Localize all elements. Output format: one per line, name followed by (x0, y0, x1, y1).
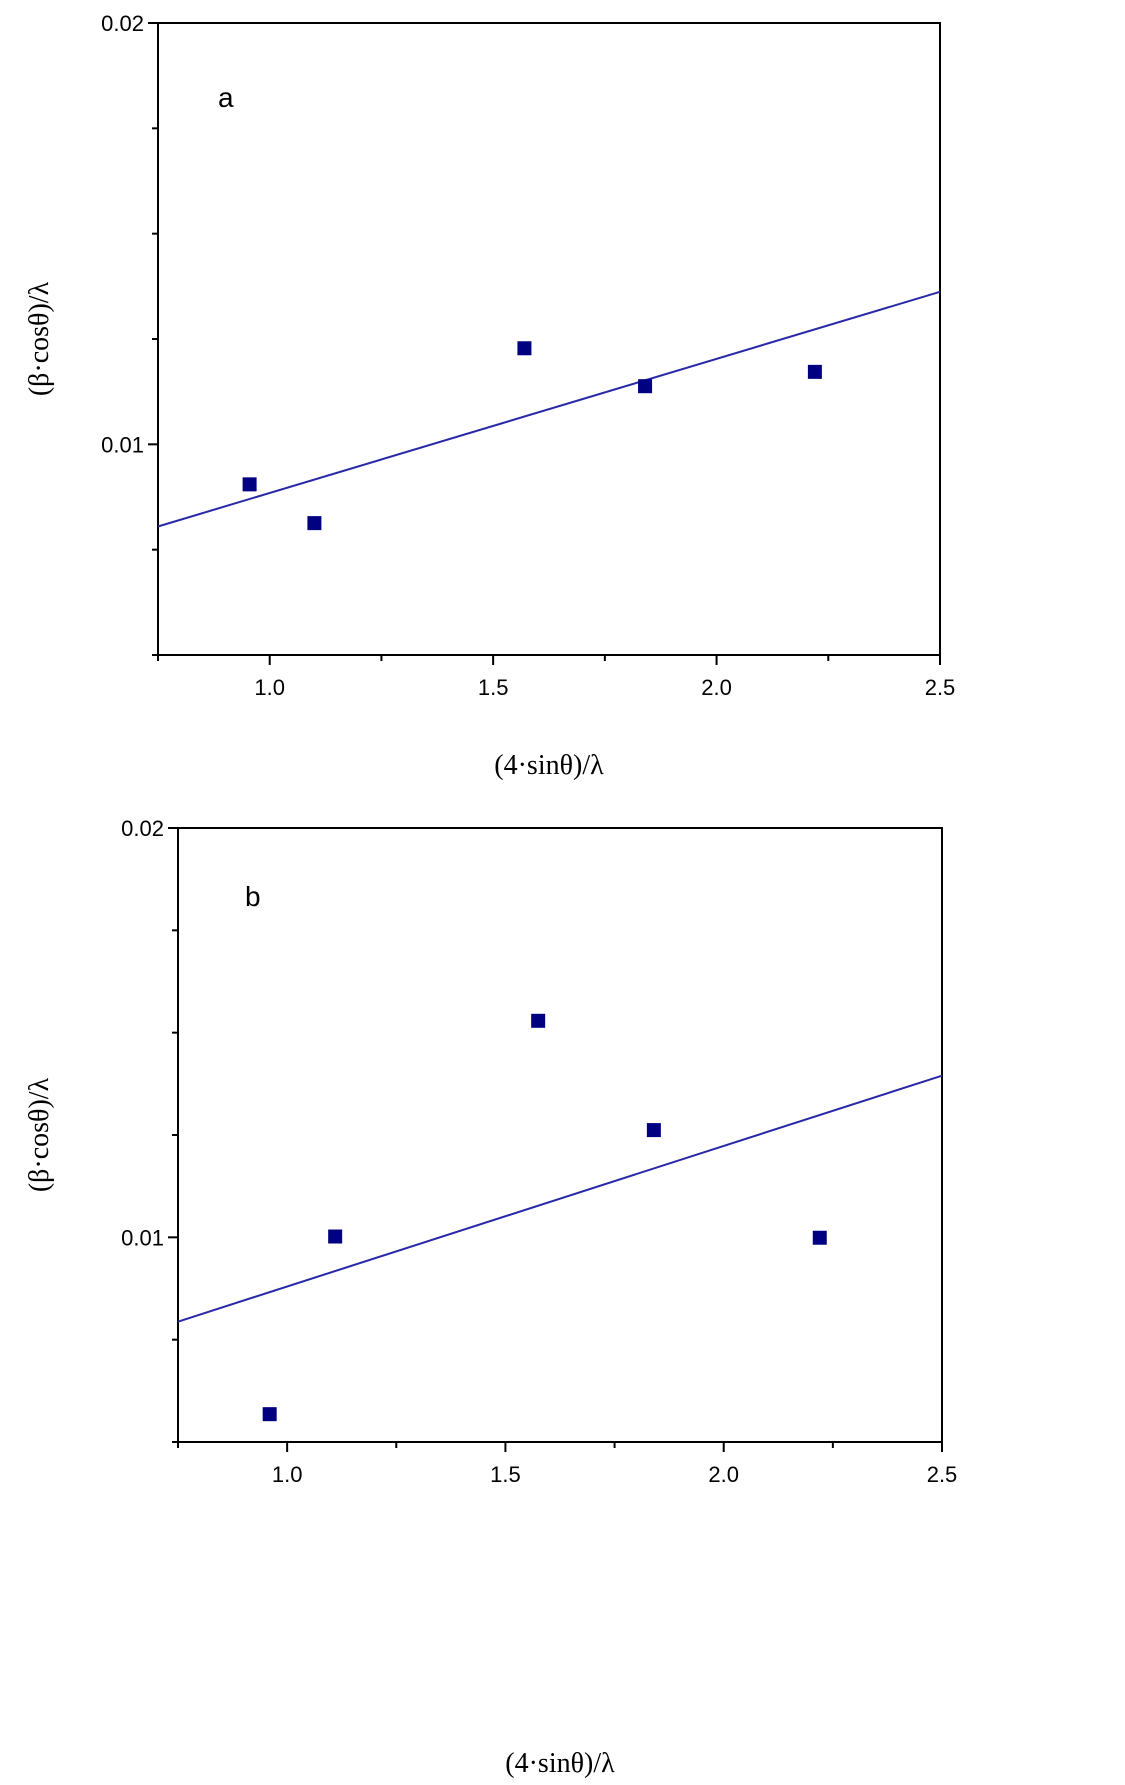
panel-label: a (218, 82, 234, 113)
x-axis-ticks: 1.0 1.5 2.0 2.5 (157, 655, 956, 700)
data-point (328, 1229, 343, 1244)
x-axis-ticks: 1.0 1.5 2.0 2.5 (177, 1442, 958, 1487)
x-tick-label: 2.5 (925, 675, 956, 700)
chart-panel-b: 1.0 1.5 2.0 2.5 0.01 0.02 b (4·sinθ)/λ (β·co… (24, 816, 957, 1779)
y-axis-title: (β·cosθ)/λ (24, 1077, 55, 1192)
data-point (646, 1123, 661, 1138)
y-tick-label: 0.01 (101, 432, 144, 457)
fit-line (177, 1074, 943, 1323)
data-point (807, 364, 822, 379)
y-tick-label: 0.01 (121, 1225, 164, 1250)
x-tick-label: 1.0 (254, 675, 285, 700)
fit-line (157, 290, 941, 528)
y-axis-ticks: 0.01 0.02 (121, 816, 178, 1443)
x-tick-label: 1.5 (478, 675, 509, 700)
x-tick-label: 1.5 (490, 1462, 521, 1487)
chart-panel-a: 1.0 1.5 2.0 2.5 0.01 0.02 a (4·sinθ)/λ (β·co… (24, 11, 955, 781)
x-axis-title: (4·sinθ)/λ (494, 750, 604, 781)
y-tick-label: 0.02 (121, 816, 164, 841)
panel-label: b (245, 881, 261, 912)
data-point (812, 1230, 827, 1245)
plot-frame (177, 827, 943, 1443)
x-tick-label: 1.0 (272, 1462, 303, 1487)
y-axis-ticks: 0.01 0.02 (101, 11, 158, 656)
data-points (262, 1013, 827, 1422)
x-tick-label: 2.5 (927, 1462, 958, 1487)
data-point (242, 477, 257, 492)
data-point (638, 379, 653, 394)
y-axis-title: (β·cosθ)/λ (24, 281, 55, 396)
x-tick-label: 2.0 (708, 1462, 739, 1487)
x-axis-title: (4·sinθ)/λ (505, 1748, 615, 1779)
x-tick-label: 2.0 (701, 675, 732, 700)
plot-frame (157, 22, 941, 656)
y-tick-label: 0.02 (101, 11, 144, 36)
data-point (307, 516, 322, 531)
data-point (517, 341, 532, 356)
data-point (531, 1013, 546, 1028)
data-points (242, 341, 822, 531)
data-point (262, 1407, 277, 1422)
